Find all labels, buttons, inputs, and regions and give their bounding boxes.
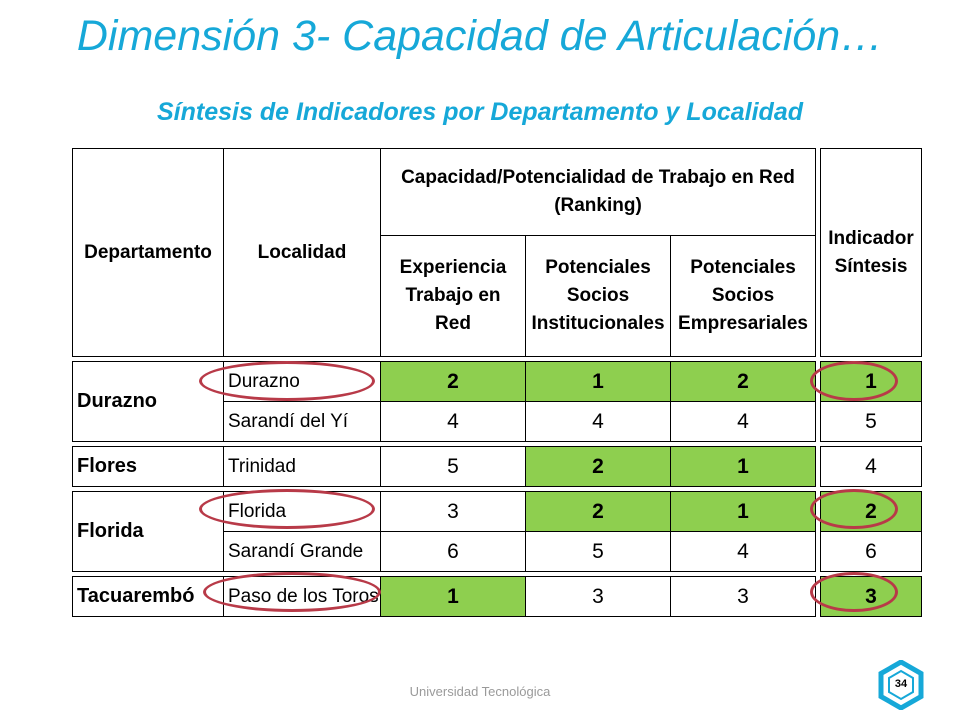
cell-indicador: 6 [820, 531, 922, 572]
cell-localidad: Sarandí del Yí [223, 401, 381, 442]
cell-institucionales: 4 [525, 401, 671, 442]
table-row: Sarandí Grande 6 5 4 6 [73, 531, 922, 572]
table-row: Sarandí del Yí 4 4 4 5 [73, 401, 922, 442]
cell-localidad: Durazno [223, 361, 381, 402]
cell-localidad: Paso de los Toros [223, 576, 381, 617]
indicator-table-container: Departamento Localidad Capacidad/Potenci… [72, 148, 922, 617]
slide-subtitle: Síntesis de Indicadores por Departamento… [157, 98, 803, 126]
cell-indicador: 2 [820, 491, 922, 532]
cell-departamento: Durazno [72, 361, 224, 442]
cell-empresariales: 1 [670, 446, 816, 487]
cell-empresariales: 4 [670, 401, 816, 442]
indicator-table: Departamento Localidad Capacidad/Potenci… [72, 148, 922, 617]
cell-experiencia: 6 [380, 531, 526, 572]
header-experiencia: Experiencia Trabajo en Red [380, 235, 526, 357]
header-localidad: Localidad [223, 148, 381, 357]
cell-institucionales: 5 [525, 531, 671, 572]
cell-empresariales: 2 [670, 361, 816, 402]
table-row: Florida Florida 3 2 1 2 [72, 491, 922, 572]
cell-indicador: 5 [820, 401, 922, 442]
cell-institucionales: 2 [525, 446, 671, 487]
header-empresariales: Potenciales Socios Empresariales [670, 235, 816, 357]
cell-experiencia: 5 [380, 446, 526, 487]
table-row: Durazno Durazno 2 1 2 1 [72, 361, 922, 442]
cell-experiencia: 3 [380, 491, 526, 532]
cell-institucionales: 1 [525, 361, 671, 402]
cell-empresariales: 4 [670, 531, 816, 572]
table-row: Flores Trinidad 5 2 1 4 [72, 446, 922, 487]
cell-localidad: Florida [223, 491, 381, 532]
cell-localidad: Sarandí Grande [223, 531, 381, 572]
header-departamento: Departamento [72, 148, 224, 357]
cell-institucionales: 3 [525, 576, 671, 617]
cell-departamento: Flores [72, 446, 224, 487]
cell-localidad: Trinidad [223, 446, 381, 487]
cell-indicador: 4 [820, 446, 922, 487]
utec-hexagon-logo-icon [878, 660, 924, 710]
cell-indicador: 1 [820, 361, 922, 402]
cell-experiencia: 1 [380, 576, 526, 617]
cell-empresariales: 1 [670, 491, 816, 532]
footer-text: Universidad Tecnológica [409, 684, 551, 699]
cell-departamento: Florida [72, 491, 224, 572]
header-indicador-sintesis: Indicador Síntesis [820, 148, 922, 357]
cell-experiencia: 2 [380, 361, 526, 402]
cell-departamento: Tacuarembó [72, 576, 224, 617]
cell-empresariales: 3 [670, 576, 816, 617]
cell-indicador: 3 [820, 576, 922, 617]
slide-title: Dimensión 3- Capacidad de Articulación… [76, 12, 884, 60]
header-group-capacidad: Capacidad/Potencialidad de Trabajo en Re… [380, 148, 816, 236]
cell-experiencia: 4 [380, 401, 526, 442]
table-row: Tacuarembó Paso de los Toros 1 3 3 3 [72, 576, 922, 617]
page-number: 34 [894, 678, 908, 690]
header-institucionales: Potenciales Socios Institucionales [525, 235, 671, 357]
cell-institucionales: 2 [525, 491, 671, 532]
